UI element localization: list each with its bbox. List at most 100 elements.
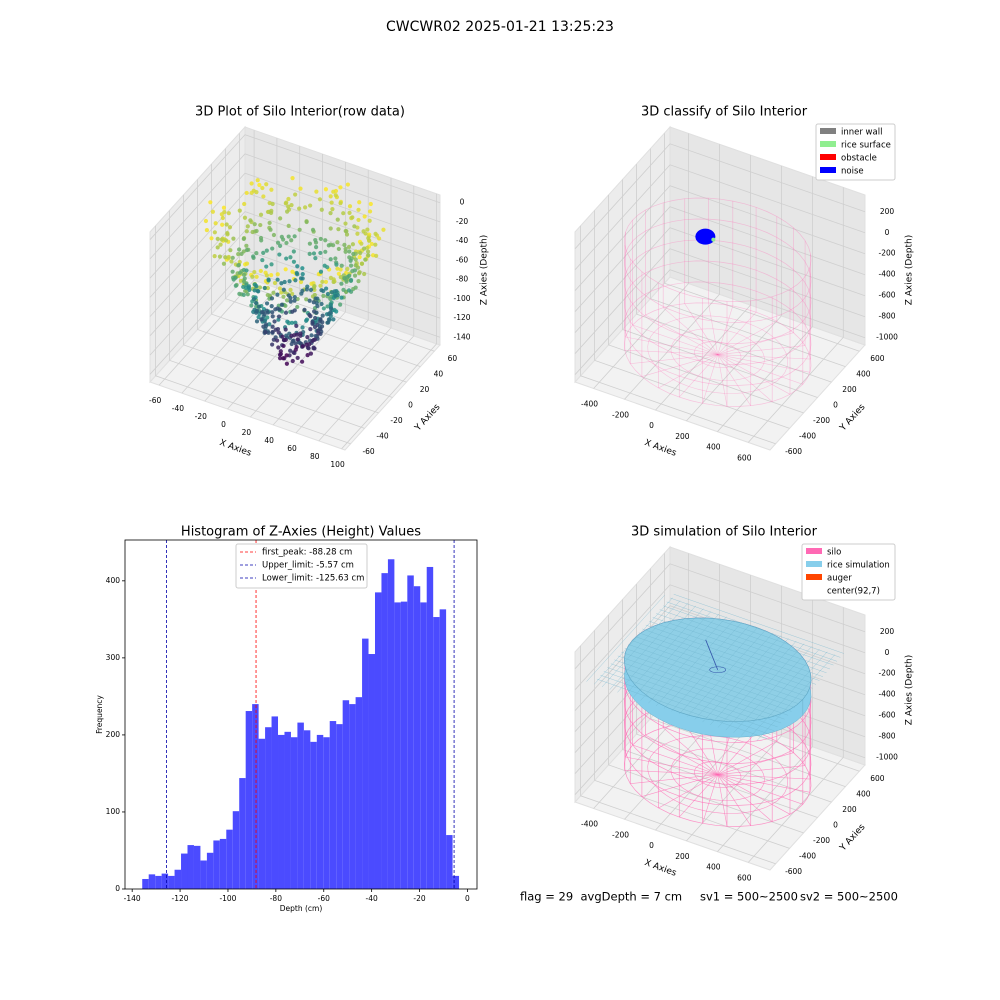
silo-ring [624, 260, 812, 365]
point [292, 298, 297, 303]
point [208, 200, 213, 205]
bar [142, 878, 149, 889]
bar [193, 845, 201, 889]
legend-label: rice surface [841, 141, 891, 151]
point [374, 253, 379, 258]
point [290, 176, 295, 181]
annotation: sv2 = 500~2500 [800, 890, 898, 904]
point [254, 319, 260, 324]
point [275, 240, 281, 245]
point [313, 237, 318, 243]
point [347, 210, 352, 215]
rice-mesh [666, 601, 838, 662]
grid-line [169, 210, 365, 429]
silo-floor [625, 336, 718, 355]
point [295, 355, 300, 361]
point [304, 342, 309, 347]
point [321, 293, 326, 299]
z-tick-label: 0 [885, 228, 890, 237]
point [312, 324, 318, 330]
point [264, 301, 270, 306]
z-axis-label: Z Axies (Depth) [480, 235, 490, 306]
bar [426, 566, 434, 889]
silo-floor [658, 354, 718, 389]
bar [336, 724, 343, 889]
point [300, 344, 305, 349]
x-tick-label: 600 [737, 873, 752, 882]
x-tick-label: -400 [581, 819, 598, 828]
point [336, 246, 341, 252]
point [229, 259, 234, 264]
rice-mesh [624, 648, 796, 708]
point [356, 278, 361, 284]
point [254, 274, 259, 279]
point [263, 322, 269, 327]
point [307, 298, 312, 303]
grid-line [574, 269, 866, 375]
point [300, 266, 305, 271]
z-axis-label: Z Axies (Depth) [905, 235, 915, 306]
rice-mesh [603, 671, 775, 731]
x-tick-label: -200 [612, 830, 629, 839]
legend-label: rice simulation [827, 561, 890, 571]
y-tick-label: 60 [448, 354, 458, 363]
point [284, 361, 290, 366]
figure-title: CWCWR02 2025-01-21 13:25:23 [386, 19, 614, 35]
point [237, 208, 242, 213]
point [220, 215, 225, 221]
point [204, 227, 210, 233]
grid-line [318, 185, 415, 442]
legend-label: auger [827, 574, 852, 584]
grid-line [593, 133, 689, 389]
point [318, 250, 323, 256]
point [362, 246, 367, 251]
point [278, 216, 283, 221]
legend-swatch [806, 574, 822, 580]
rice-mesh [670, 597, 841, 658]
point [271, 290, 276, 295]
bar [181, 853, 188, 889]
point [359, 241, 364, 246]
point [334, 309, 339, 314]
chart-title: 3D Plot of Silo Interior(row data) [195, 105, 405, 120]
point [308, 351, 314, 356]
point [343, 246, 348, 251]
point [241, 236, 246, 241]
bar [310, 741, 317, 889]
rice-mesh [638, 632, 810, 693]
rice-mesh [663, 605, 834, 666]
point [287, 353, 292, 358]
point [283, 201, 288, 206]
point [252, 288, 257, 293]
point [225, 230, 230, 236]
point [272, 280, 278, 286]
silo-floor [708, 302, 718, 355]
point [275, 326, 281, 332]
point [352, 273, 358, 278]
point [304, 219, 309, 225]
rice-mesh [652, 617, 824, 677]
grid-line [574, 248, 866, 354]
point [368, 201, 373, 207]
rice-mesh [621, 651, 792, 712]
point [325, 304, 330, 309]
point [254, 304, 259, 309]
rice-mesh [679, 627, 758, 715]
legend-swatch [806, 587, 822, 593]
point [245, 292, 250, 297]
point [288, 255, 293, 260]
point [284, 353, 289, 358]
point [319, 288, 324, 293]
point [328, 211, 333, 216]
point [271, 232, 277, 238]
point [231, 236, 236, 241]
point [292, 350, 297, 356]
y-tick-label: -200 [813, 836, 830, 845]
z-tick-label: -60 [456, 255, 468, 264]
point [265, 285, 270, 291]
bar [245, 711, 253, 889]
point [328, 302, 333, 308]
point [323, 279, 329, 284]
bar [271, 716, 279, 889]
point [308, 314, 313, 319]
